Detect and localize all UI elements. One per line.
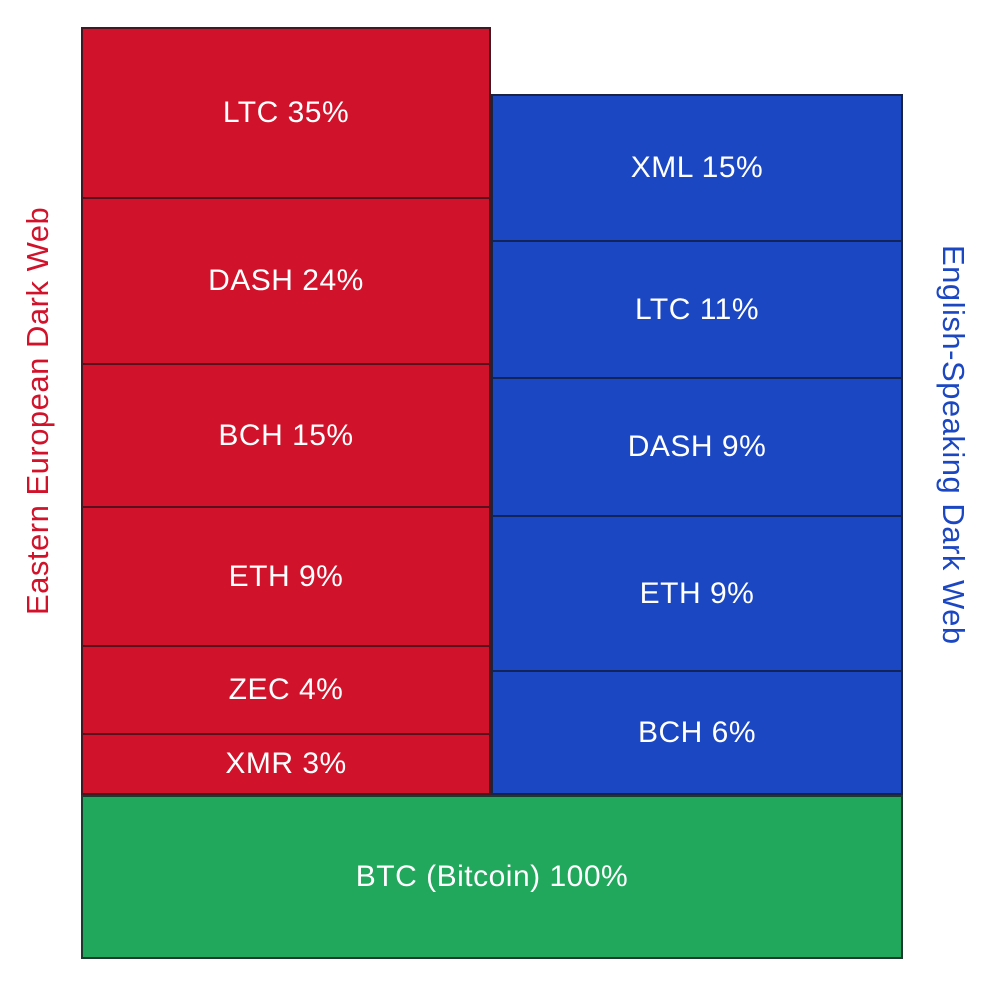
segment-label: LTC 11% xyxy=(634,292,760,326)
segment-label: BCH 15% xyxy=(218,418,354,452)
segment-bch-eastern: BCH 15% xyxy=(83,365,489,508)
segment-label: LTC 35% xyxy=(222,96,350,129)
english-speaking-column: XML 15% LTC 11% DASH 9% ETH 9% BCH 6% xyxy=(491,94,903,795)
left-column-title: Eastern European Dark Web xyxy=(20,206,55,616)
segment-label: ETH 9% xyxy=(639,576,755,610)
segment-label: XML 15% xyxy=(630,151,764,184)
segment-eth-english: ETH 9% xyxy=(493,517,901,672)
segment-eth-eastern: ETH 9% xyxy=(83,508,489,647)
segment-label: ZEC 4% xyxy=(228,673,344,706)
segment-label: BCH 6% xyxy=(637,715,757,749)
segment-label: DASH 9% xyxy=(627,430,767,463)
segment-xml-english: XML 15% xyxy=(493,96,901,242)
segment-zec-eastern: ZEC 4% xyxy=(83,647,489,735)
segment-label: DASH 24% xyxy=(208,264,364,297)
segment-dash-eastern: DASH 24% xyxy=(83,199,489,365)
btc-base-label: BTC (Bitcoin) 100% xyxy=(355,860,629,893)
segment-dash-english: DASH 9% xyxy=(493,379,901,517)
right-column-title: English-Speaking Dark Web xyxy=(936,244,971,645)
segment-xmr-eastern: XMR 3% xyxy=(83,735,489,793)
segment-ltc-english: LTC 11% xyxy=(493,242,901,379)
segment-label: XMR 3% xyxy=(225,747,347,780)
segment-ltc-eastern: LTC 35% xyxy=(83,29,489,199)
eastern-european-column: LTC 35% DASH 24% BCH 15% ETH 9% ZEC 4% X… xyxy=(81,27,491,795)
segment-bch-english: BCH 6% xyxy=(493,672,901,793)
segment-label: ETH 9% xyxy=(228,559,344,593)
btc-base-bar: BTC (Bitcoin) 100% xyxy=(81,795,903,959)
